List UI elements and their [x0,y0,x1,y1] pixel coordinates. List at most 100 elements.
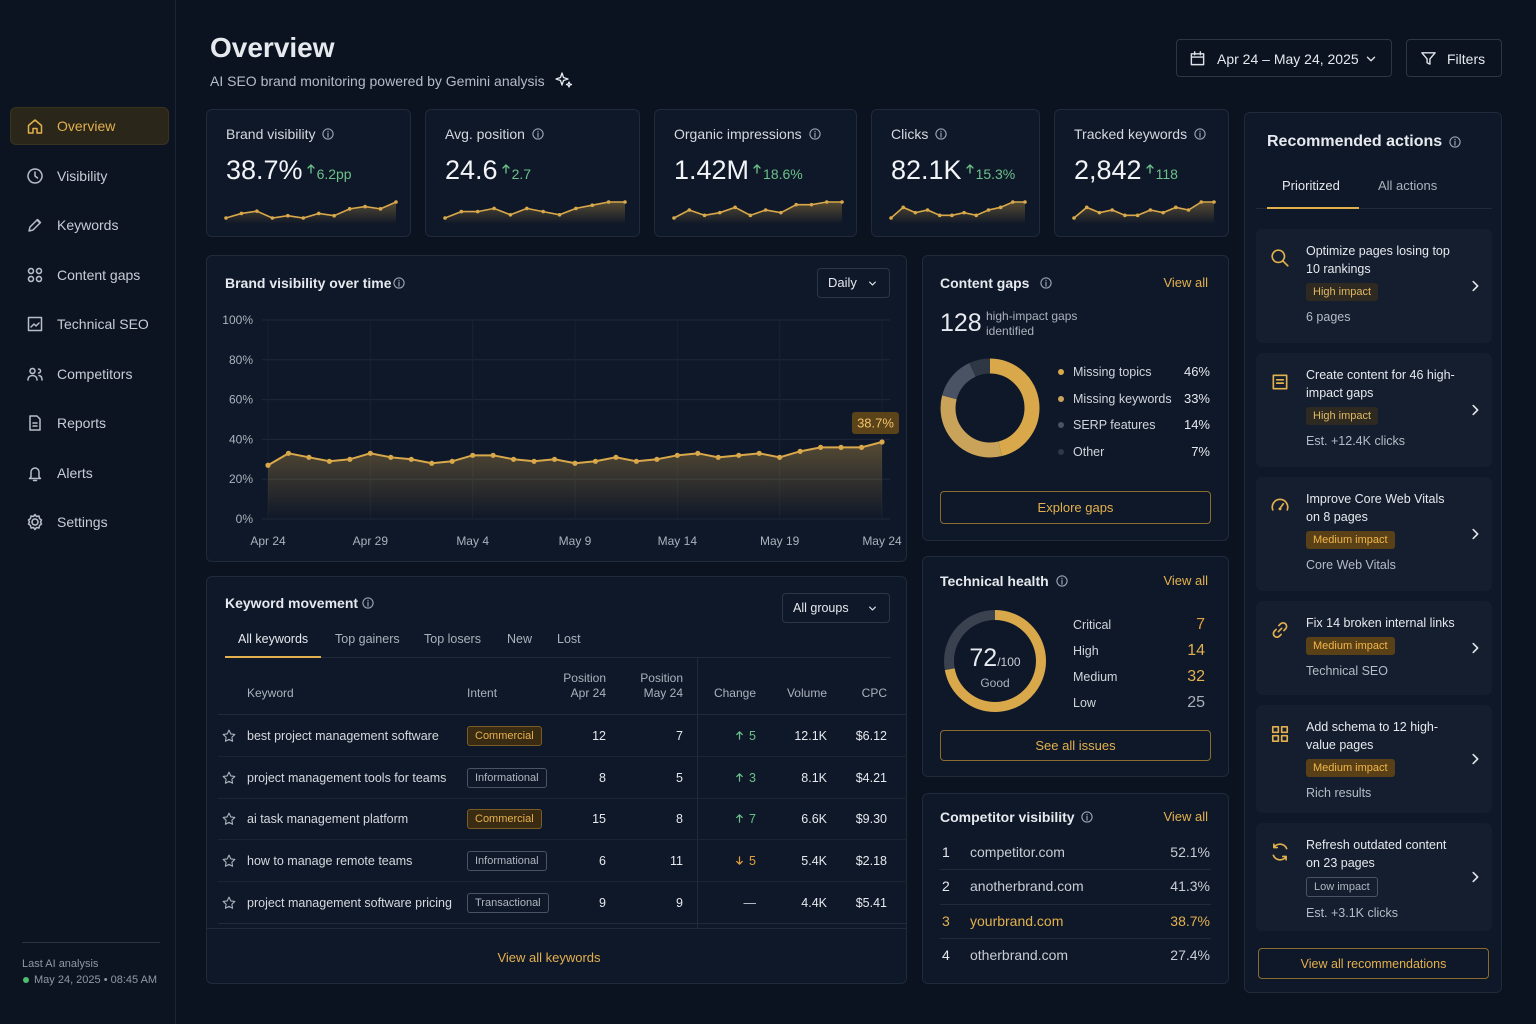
visibility-card [206,255,907,562]
action-card[interactable]: Fix 14 broken internal links Medium impac… [1256,601,1492,695]
legend-value: 14% [1183,417,1210,433]
cpc: $2.18 [855,854,887,869]
action-card[interactable]: Add schema to 12 high-value pages Medium … [1256,705,1492,813]
info-icon [1194,128,1206,140]
position-end: 7 [676,729,683,743]
nav-label[interactable]: Technical SEO [57,316,149,332]
nav-label[interactable]: Visibility [57,167,108,184]
nav-label[interactable]: Reports [57,415,107,431]
kpi-value: 38.7% [226,155,303,185]
tab[interactable]: All keywords [238,632,309,646]
column-header: CPC [861,686,887,700]
change: — [743,895,757,910]
see-issues-button[interactable]: See all issues [940,730,1211,761]
tab[interactable]: Top losers [424,632,481,646]
impact-chip: Medium impact [1306,637,1395,655]
impact-row: High impact [1306,283,1462,301]
view-all[interactable]: View all [1163,809,1208,824]
footer-divider [206,928,907,929]
date-range[interactable]: Apr 24 – May 24, 2025 [1217,51,1359,67]
date-range-button[interactable] [1176,39,1392,77]
action-icon [1271,249,1289,267]
nav-label[interactable]: Settings [57,514,108,530]
view-all-keywords[interactable]: View all keywords [497,950,601,965]
change-arrow [736,814,743,824]
nav-icon [29,415,41,431]
column-header: Keyword [247,686,294,700]
action-card[interactable]: Optimize pages losing top 10 rankings Hig… [1256,229,1492,343]
nav-icon-shape [27,119,43,134]
nav-label[interactable]: Competitors [57,365,133,382]
nav-icon-shape [28,218,42,232]
footer-label: Last AI analysis [22,958,99,970]
view-all[interactable]: View all [1163,275,1208,290]
nav-label[interactable]: Alerts [57,464,93,481]
view-recommendations-button[interactable]: View all recommendations [1258,948,1489,979]
interval[interactable]: Daily [828,275,857,290]
position-start: 8 [599,770,606,785]
chevron-right [1472,280,1479,292]
action-card[interactable]: Improve Core Web Vitals on 8 pages Medium… [1256,477,1492,591]
tab[interactable]: New [507,632,533,646]
competitor-share: 38.7% [1170,912,1210,929]
group-dropdown[interactable] [782,593,890,623]
impact-chip: High impact [1306,283,1379,301]
tabs-divider [1256,208,1492,209]
info-icon-shape [1194,128,1206,140]
calendar-icon [1190,51,1205,66]
group[interactable]: All groups [793,601,849,615]
filters-label[interactable]: Filters [1447,51,1486,67]
explore-gaps-button[interactable]: Explore gaps [940,491,1211,524]
tab-underline [1267,207,1359,209]
info-icon [532,128,544,140]
view-all[interactable]: View all [1163,573,1208,588]
kpi-label: Organic impressions [674,126,802,142]
intent-chip: Commercial [467,726,542,746]
info-icon-shape [935,128,947,140]
change-arrow [736,856,743,865]
filters-button[interactable] [1406,39,1502,77]
action-detail: Core Web Vitals [1306,558,1396,572]
volume: 6.6K [801,812,827,827]
tab[interactable]: All actions [1378,178,1438,193]
position-end: 9 [676,895,683,910]
change: 5 [749,729,756,743]
impact-row: Medium impact [1306,759,1462,777]
interval-dropdown[interactable] [817,268,890,298]
info-icon [808,128,821,140]
tab[interactable]: Prioritized [1282,178,1340,193]
intent: Informational [467,851,547,872]
legend-dot [1058,369,1064,375]
nav-label[interactable]: Overview [57,118,116,134]
tab[interactable]: Lost [557,632,581,646]
legend-dot [1058,395,1064,402]
kpi-value: 82.1K [891,155,962,185]
intent: Commercial [467,809,542,830]
nav-label[interactable]: Content gaps [57,266,141,283]
action-title: Add schema to 12 high-value pages [1306,720,1439,752]
change: 7 [749,812,756,827]
action-card[interactable]: Create content for 46 high-impact gaps Hi… [1256,353,1492,467]
intent-chip: Commercial [467,809,542,830]
nav-item[interactable] [10,107,169,145]
action-card[interactable]: Refresh outdated content on 23 pages Low … [1256,823,1492,931]
gap-count-label: high-impact gaps identified [986,309,1078,338]
info-icon [935,128,947,140]
content-gaps-title: Content gaps [940,275,1030,291]
kpi-value: 2,842 [1074,155,1142,185]
delta-arrow-shape [306,164,315,174]
legend-value: 33% [1183,390,1210,406]
info-icon [1056,575,1068,587]
action-title: Fix 14 broken internal links [1306,616,1455,630]
score-max: /100 [997,655,1021,669]
competitor-rank: 1 [942,844,950,860]
nav-label[interactable]: Keywords [57,217,119,233]
tab[interactable]: Top gainers [335,632,400,646]
nav-icon [27,367,43,381]
star-icon-shape [222,729,236,742]
info-icon-shape [1449,136,1461,148]
keywords-title: Keyword movement [225,595,359,611]
info-icon [393,277,405,289]
action-icon-shape [1271,725,1289,743]
info-icon-shape [532,128,544,140]
